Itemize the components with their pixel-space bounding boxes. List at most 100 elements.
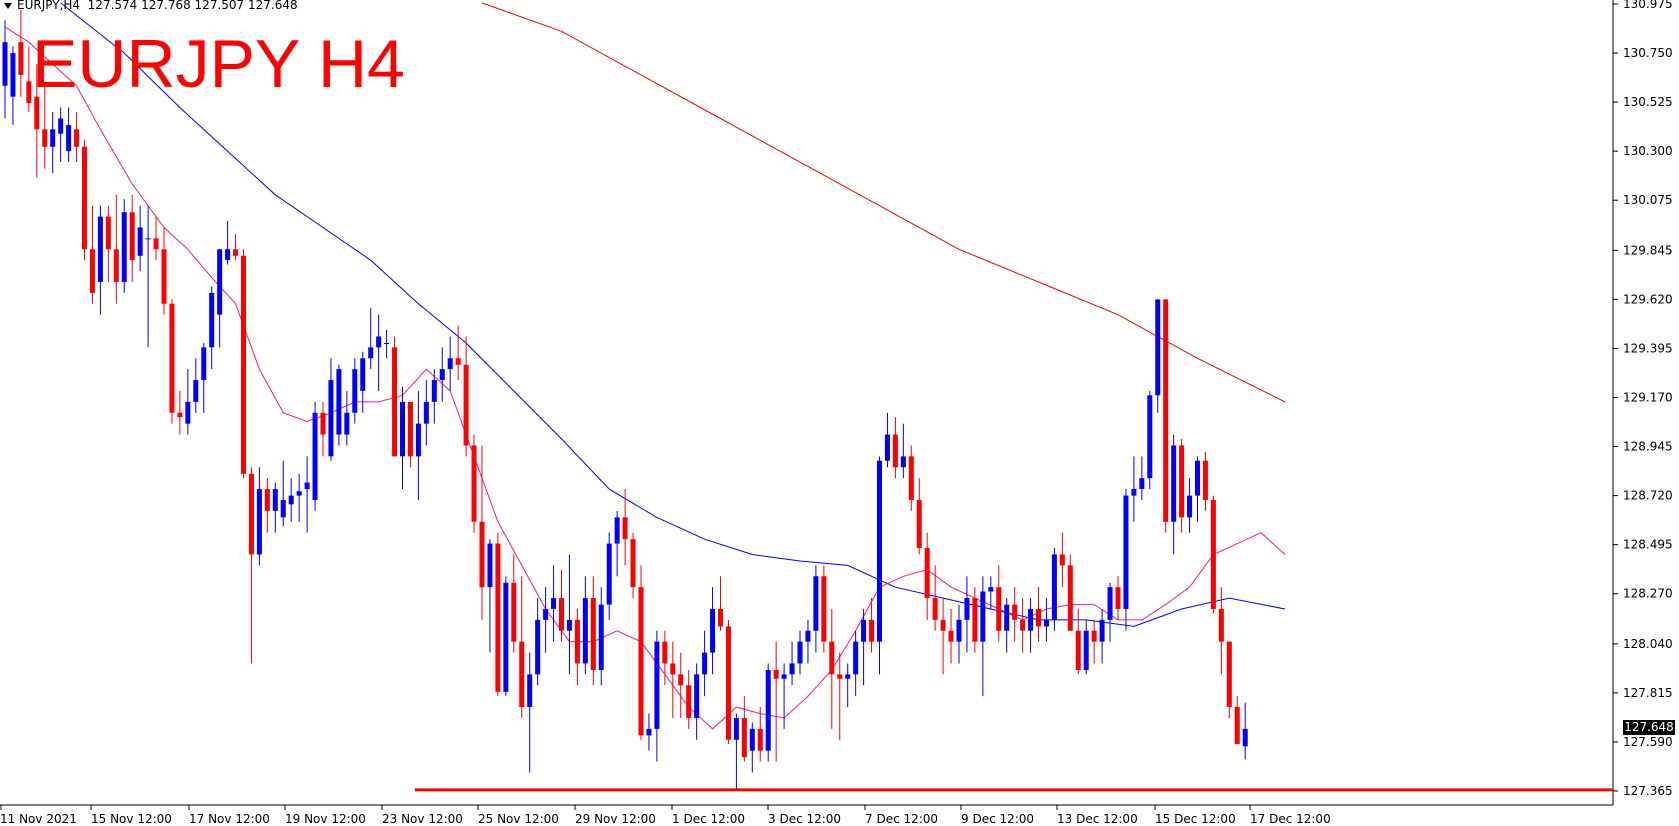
candle-body [551,598,557,609]
candle-body [384,342,390,344]
candle-body [58,118,64,134]
candle-body [447,358,453,370]
time-tick-label: 15 Nov 12:00 [91,812,172,826]
candle-body [280,499,286,518]
time-tick-label: 23 Nov 12:00 [382,812,463,826]
candle-body [161,249,167,304]
candle-body [1171,445,1177,522]
candle-body [574,619,580,664]
candle-body [1187,495,1193,518]
candle-body [733,717,739,740]
candle-body [662,641,668,664]
candle-body [233,249,239,256]
candle-body [153,238,159,250]
candle-body [1036,608,1041,627]
candle-body [34,96,40,130]
time-tick-label: 11 Nov 2021 [0,812,77,826]
candle-body [89,249,95,293]
candle-body [368,347,374,359]
candle-body [74,129,80,147]
candle-body [209,292,215,348]
candle-body [1179,445,1185,518]
time-tick-label: 25 Nov 12:00 [478,812,559,826]
candle-body [845,674,851,679]
candle-body [217,249,223,315]
candle-body [10,53,16,97]
candle-body [765,670,771,751]
candle-body [654,641,660,729]
candle-body [1020,619,1026,631]
candle-body [1131,489,1137,496]
symbol-label: EURJPY,H4 [17,0,81,12]
candle-body [797,641,803,664]
candle-body [535,619,541,675]
candle-body [877,460,882,642]
candle-body [622,517,628,540]
candle-body [1091,630,1097,642]
candle-body [296,491,302,496]
time-tick-label: 7 Dec 12:00 [865,812,938,826]
time-tick-label: 1 Dec 12:00 [672,812,745,826]
candle-body [1004,604,1010,631]
candle-body [97,216,103,282]
candle-body [964,598,970,620]
candle-body [590,598,596,671]
candle-body [559,598,564,631]
candle-body [479,521,485,588]
price-tick-label: 129.620 [1623,292,1673,306]
candle-body [606,543,612,605]
candle-body [773,670,779,679]
candle-body [781,674,787,679]
candle-body [66,124,72,152]
candle-body [741,717,747,758]
candle-body [42,129,48,147]
price-tick-label: 129.845 [1623,243,1673,257]
candle-body [829,641,835,675]
ohlc-readout: 127.574 127.768 127.507 127.648 [87,0,298,12]
time-tick-label: 29 Nov 12:00 [575,812,656,826]
candle-body [1083,630,1089,671]
candle-body [137,227,143,256]
candle-body [837,674,843,679]
candle-body [908,456,914,500]
candle-body [646,728,652,736]
candle-body [360,358,366,391]
price-tick-label: 128.495 [1623,538,1673,552]
candle-body [264,489,270,511]
candle-body [1075,630,1081,671]
price-tick-label: 127.365 [1623,784,1673,798]
time-tick-label: 3 Dec 12:00 [768,812,841,826]
candle-body [527,674,533,708]
candle-body [805,630,811,642]
candle-body [169,303,175,413]
candle-body [582,598,588,664]
candle-body [892,434,898,468]
price-tick-label: 130.525 [1623,95,1673,109]
candle-body [757,728,763,751]
candle-body [980,591,986,642]
candle-body [678,674,684,686]
candle-body [320,412,326,435]
candle-body [1218,608,1224,642]
candle-body [352,369,358,413]
candle-body [1147,395,1153,479]
candle-body [1012,604,1018,620]
chevron-down-icon[interactable] [4,2,12,9]
candle-body [718,608,723,627]
candle-body [861,619,867,642]
time-tick-label: 19 Nov 12:00 [285,812,366,826]
ma-slow-line [481,2,1286,403]
candle-body [177,412,183,418]
candle-body [789,663,795,675]
candle-body [256,489,262,555]
candle-body [487,543,493,588]
candle-body [1028,608,1034,631]
price-tick-label: 129.170 [1623,391,1673,405]
candle-body [463,364,469,446]
time-tick-label: 17 Nov 12:00 [189,812,270,826]
time-tick-label: 17 Dec 12:00 [1250,812,1331,826]
candle-body [686,685,692,718]
candle-body [511,582,517,642]
candle-body [312,412,318,500]
